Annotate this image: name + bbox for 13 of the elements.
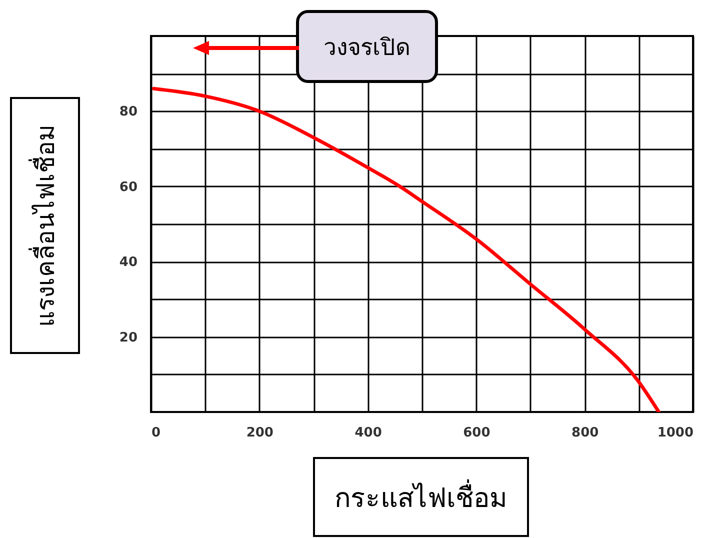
y-tick-label: 40: [119, 255, 138, 270]
x-tick-label: 800: [572, 426, 599, 440]
y-tick-label: 20: [119, 330, 138, 346]
x-tick-label: 400: [354, 426, 382, 440]
annotation: วงจรเปิด: [296, 10, 438, 83]
y-tick-label: 80: [119, 104, 138, 120]
x-tick-label: 1000: [657, 426, 694, 440]
x-tick-label: 600: [463, 426, 490, 440]
y-axis-title: แรงเคลื่อนไฟเชื่อม: [28, 124, 61, 326]
x-axis-title: กระแสไฟเชื่อม: [313, 457, 529, 537]
x-tick-label: 200: [246, 426, 274, 440]
y-tick-label: 60: [119, 180, 138, 195]
x-tick-label: 0: [152, 426, 161, 440]
